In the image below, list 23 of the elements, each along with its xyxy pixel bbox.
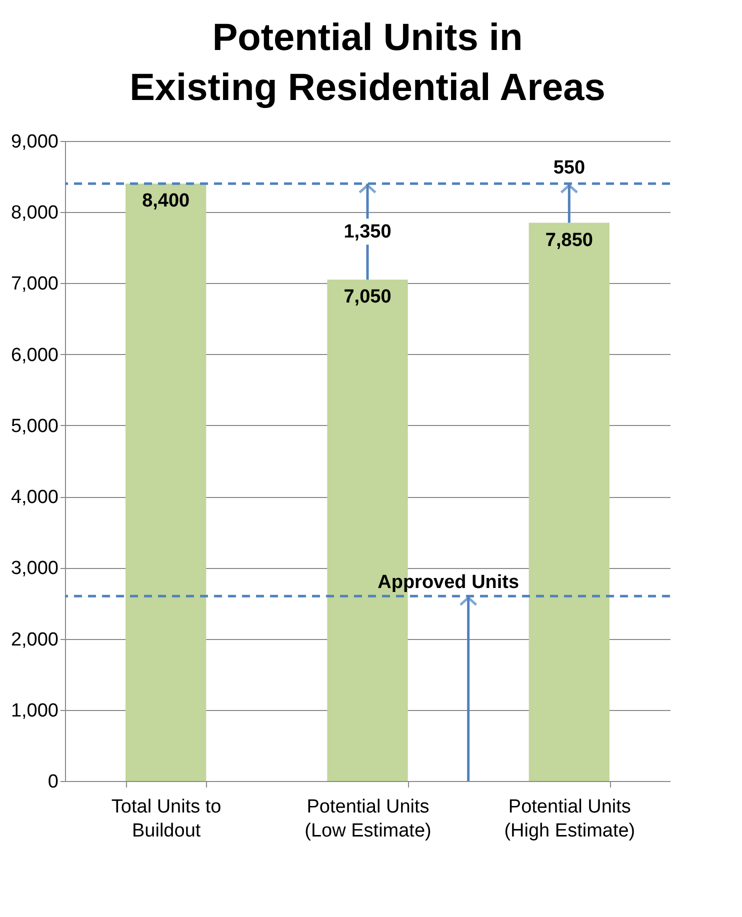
y-tick-label: 8,000 [10, 202, 58, 224]
y-tick-label: 2,000 [10, 629, 58, 650]
x-tick-label: Potential Units (Low Estimate) [304, 796, 432, 842]
y-tick-label: 0 [48, 772, 58, 792]
bar [528, 222, 610, 781]
bar [126, 184, 206, 781]
y-tick-label: 3,000 [10, 558, 58, 580]
data-label: 7,050 [344, 286, 392, 308]
ref-line-label: Approved Units [378, 572, 520, 594]
data-label: 8,400 [142, 190, 190, 212]
data-label: 7,850 [545, 230, 593, 251]
y-tick-label: 7,000 [10, 274, 58, 295]
x-tick-label: Total Units to Buildout [111, 796, 222, 842]
annotation: 550 [553, 158, 586, 179]
text: Potential Units in [212, 17, 523, 59]
annotation: 1,350 [344, 222, 392, 243]
y-tick-label: 5,000 [10, 416, 58, 437]
text: Existing Residential Areas [130, 67, 606, 109]
y-tick-label: 9,000 [10, 132, 58, 152]
y-tick-label: 6,000 [10, 344, 58, 366]
x-tick-label: Potential Units (High Estimate) [504, 796, 636, 842]
y-tick-label: 4,000 [10, 487, 58, 508]
y-tick-label: 1,000 [10, 700, 58, 722]
